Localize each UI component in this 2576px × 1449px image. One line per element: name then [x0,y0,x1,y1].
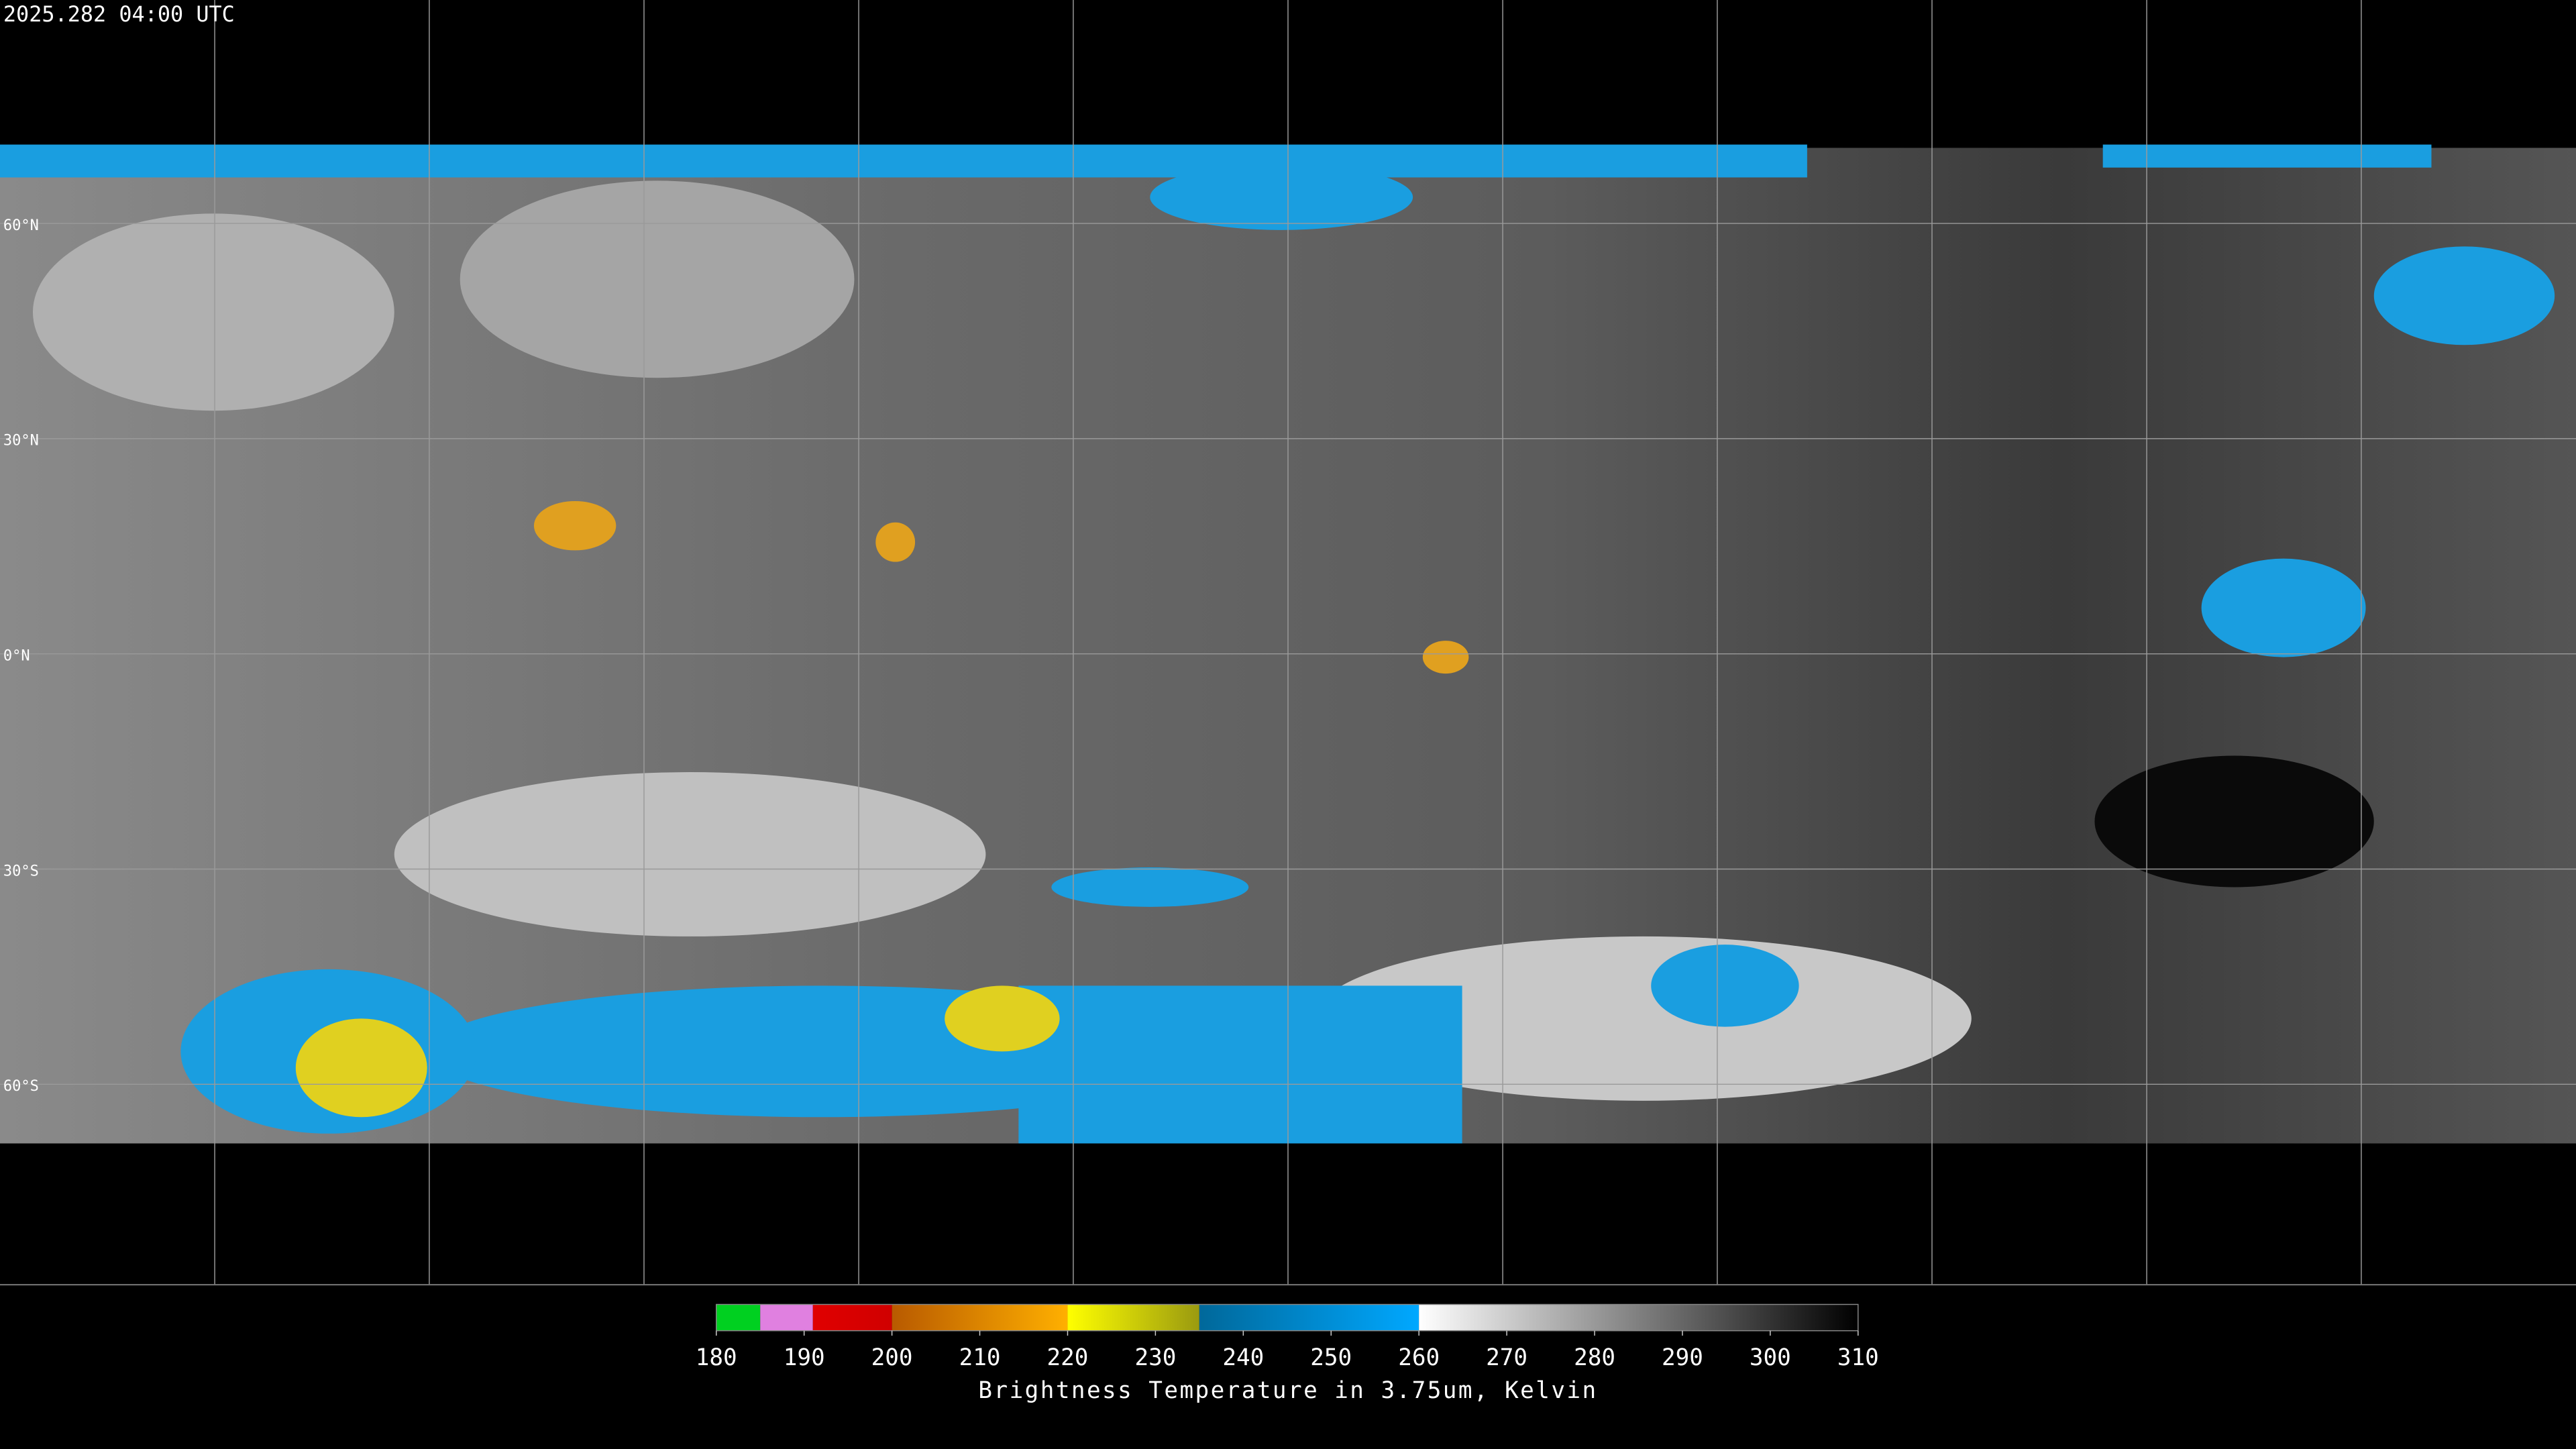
colorbar-tick-label: 220 [1047,1344,1089,1371]
colorbar-segment [716,1304,761,1331]
colorbar-title: Brightness Temperature in 3.75um, Kelvin [978,1377,1597,1404]
colorbar-segment [760,1304,813,1331]
lat-label: 0°N [3,647,30,664]
cold-cloud [1150,164,1413,230]
colorbar-tick-label: 280 [1574,1344,1615,1371]
cloud [394,772,986,936]
cold-cloud [1051,867,1249,907]
cold-cloud [0,144,1807,178]
land-clear [2094,755,2374,888]
cloud [32,213,394,411]
cold-cloud [1018,985,1462,1144]
cold-top [875,522,916,562]
lat-label: 60°N [3,217,39,234]
graticule [0,0,2576,1285]
colorbar-tick-label: 200 [871,1344,913,1371]
cloud [1314,936,1972,1101]
cold-top [1422,641,1469,674]
colorbar-segment [1419,1304,1858,1331]
cold-cloud [2373,246,2555,345]
colorbar-tick-label: 270 [1486,1344,1527,1371]
colorbar-segment [1199,1304,1419,1331]
colorbar-tick-label: 300 [1750,1344,1791,1371]
cold-top [945,985,1060,1052]
colorbar-tick-label: 250 [1310,1344,1352,1371]
lat-label: 60°S [3,1078,39,1095]
colorbar-tick-label: 180 [696,1344,737,1371]
colorbar-tick-label: 310 [1837,1344,1879,1371]
colorbar-segment [892,1304,1068,1331]
colorbar-tick-label: 230 [1134,1344,1176,1371]
cold-cloud [1651,945,1799,1027]
colorbar-tick-label: 260 [1398,1344,1440,1371]
cold-cloud [2102,144,2432,168]
cold-top [533,500,616,551]
lat-label: 30°S [3,863,39,879]
colorbar-tick-label: 210 [959,1344,1001,1371]
colorbar-tick-label: 290 [1662,1344,1703,1371]
cold-cloud [2201,558,2366,657]
colorbar-frame [716,1303,1859,1332]
colorbar-tick-label: 190 [784,1344,825,1371]
timestamp: 2025.282 04:00 UTC [3,1,235,27]
colorbar-segment [812,1304,892,1331]
colorbar-tick-label: 240 [1222,1344,1264,1371]
cloud [460,180,855,378]
colorbar-segment [1067,1304,1199,1331]
cold-top [295,1018,427,1118]
lat-label: 30°N [3,433,39,449]
